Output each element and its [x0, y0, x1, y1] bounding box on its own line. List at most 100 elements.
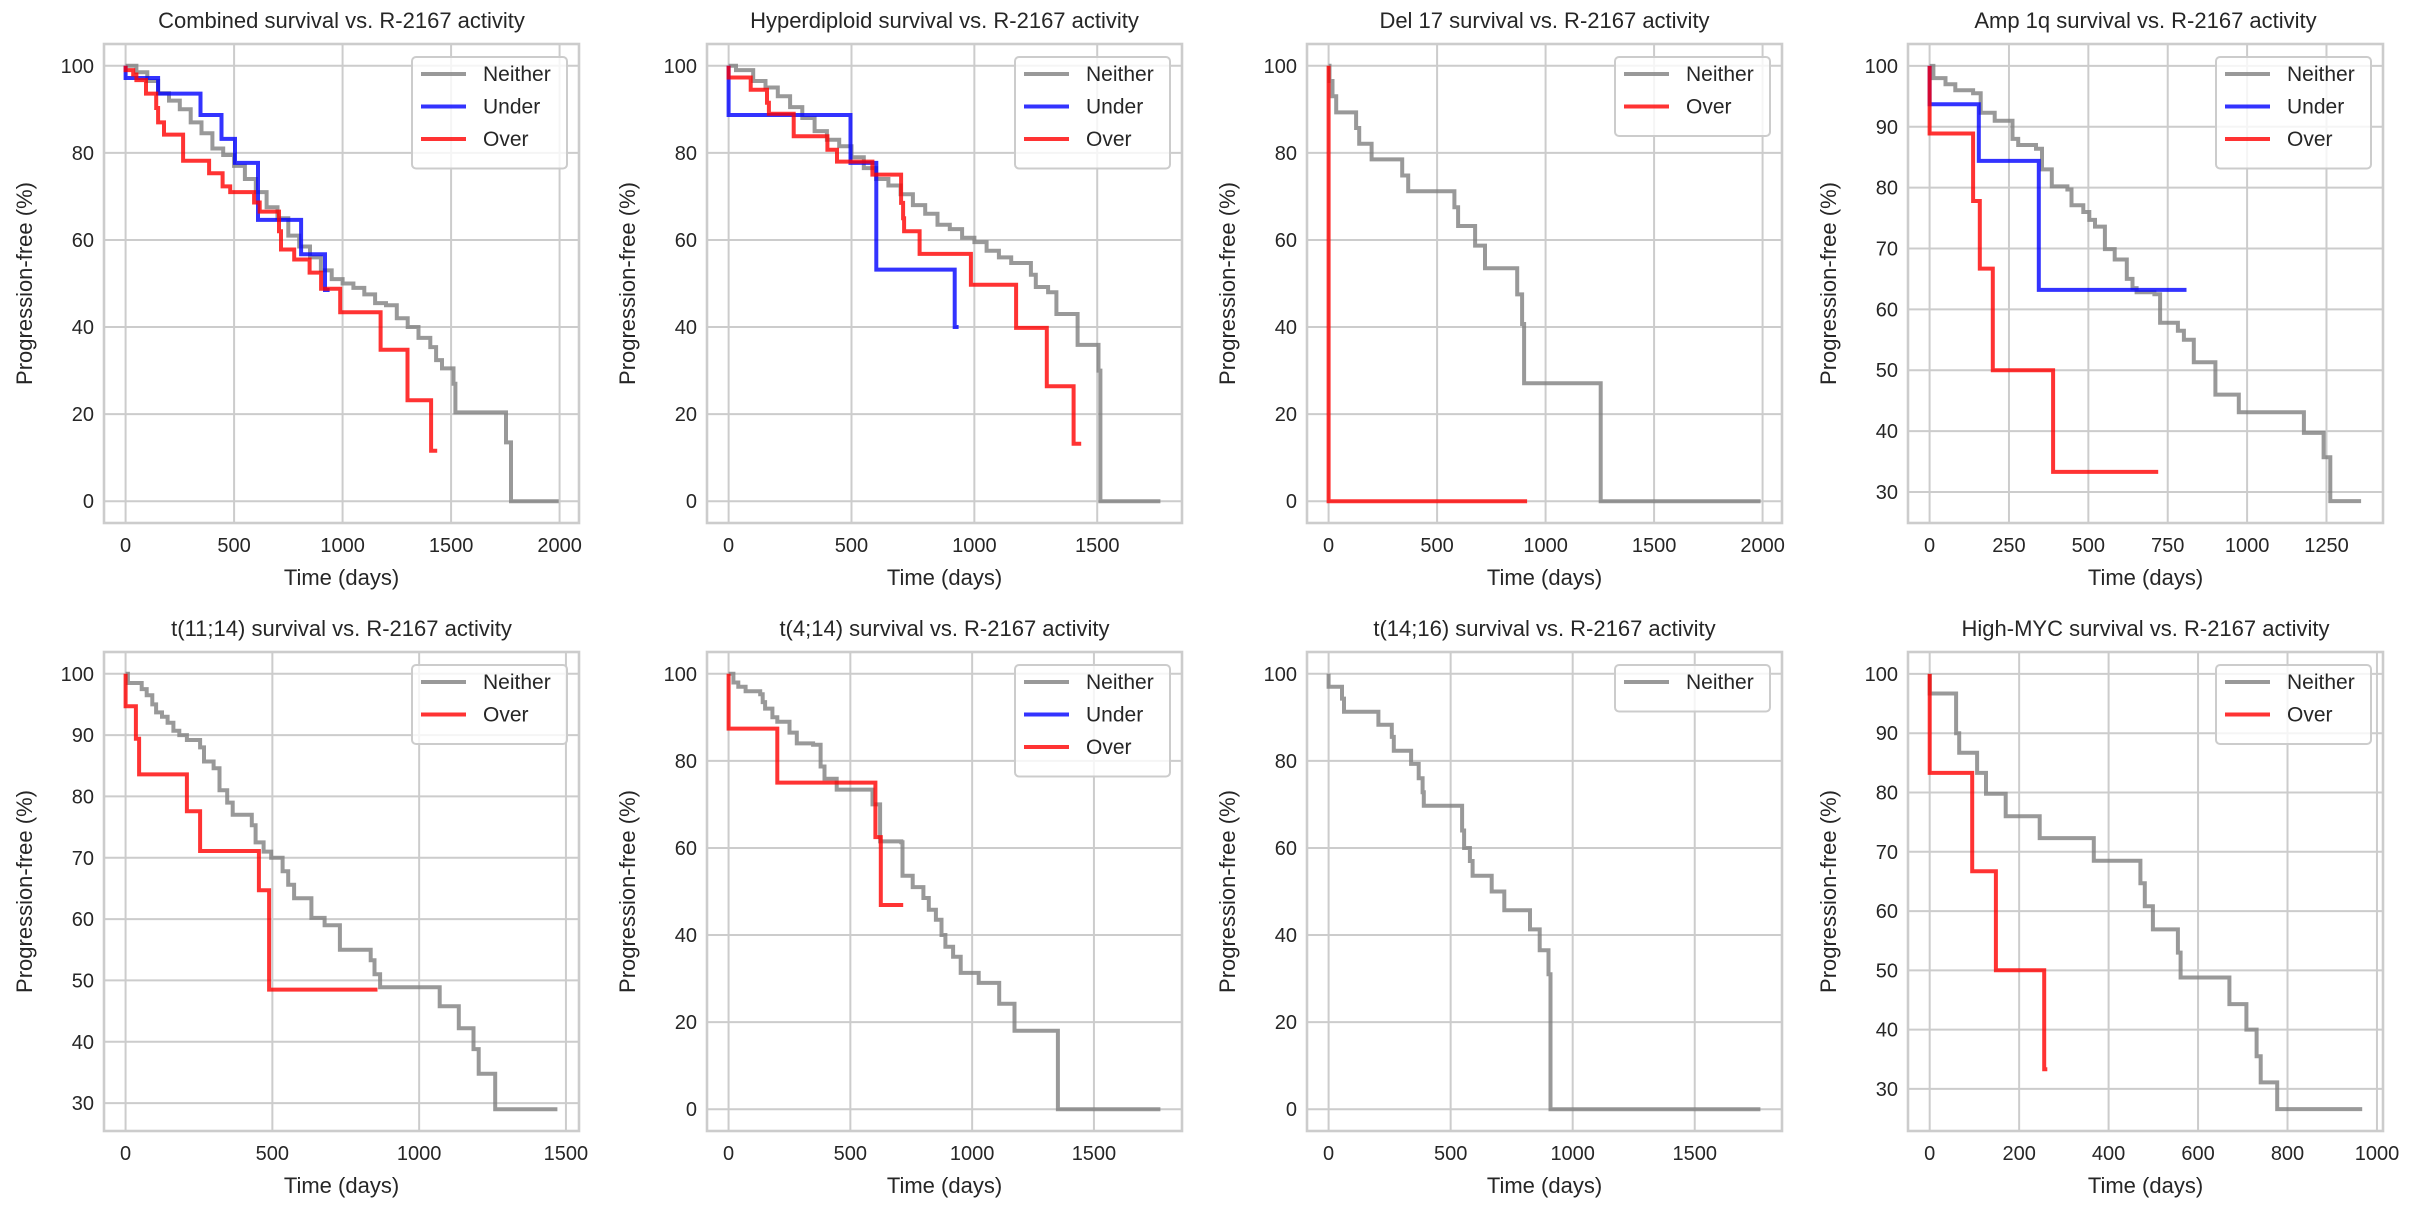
y-tick-label: 100 — [1264, 664, 1297, 686]
y-axis-label: Progression-free (%) — [615, 182, 640, 385]
x-tick-label: 1000 — [2225, 535, 2270, 557]
y-tick-label: 80 — [72, 143, 94, 165]
x-tick-label: 0 — [1924, 1143, 1935, 1165]
chart-title: t(14;16) survival vs. R-2167 activity — [1373, 616, 1715, 641]
legend-label-neither: Neither — [1086, 63, 1154, 86]
y-tick-label: 40 — [1275, 317, 1297, 339]
legend-label-neither: Neither — [2287, 63, 2355, 86]
y-tick-label: 30 — [1876, 482, 1898, 504]
chart-panel-3: 0 500 1000 1500 2000 0 20 40 60 80 100 Del 17 survi… — [1215, 8, 1785, 590]
x-tick-label: 1000 — [952, 535, 997, 557]
y-tick-label: 60 — [1275, 838, 1297, 860]
series-line-neither — [1927, 673, 2363, 1112]
y-tick-label: 40 — [1275, 925, 1297, 947]
legend-label-under: Under — [1086, 96, 1143, 119]
y-tick-label: 70 — [1876, 239, 1898, 261]
y-tick-label: 70 — [1876, 842, 1898, 864]
x-tick-label: 500 — [1434, 1143, 1467, 1165]
y-tick-label: 20 — [675, 1012, 697, 1034]
legend-label-neither: Neither — [483, 63, 551, 86]
y-tick-label: 40 — [675, 925, 697, 947]
y-tick-label: 40 — [72, 317, 94, 339]
x-tick-label: 1500 — [1075, 535, 1120, 557]
x-tick-label: 500 — [2072, 535, 2105, 557]
legend-label-over: Over — [483, 128, 529, 151]
x-tick-label: 0 — [723, 1143, 734, 1165]
x-tick-label: 0 — [120, 1143, 131, 1165]
legend-label-neither: Neither — [1686, 671, 1754, 694]
y-tick-label: 60 — [1876, 299, 1898, 321]
y-tick-label: 100 — [1865, 56, 1898, 78]
chart-panel-2: 0 500 1000 1500 0 20 40 60 80 100 Hyperdiploid sur… — [615, 8, 1184, 590]
x-tick-label: 750 — [2151, 535, 2184, 557]
series-line-neither — [728, 63, 1161, 504]
y-tick-label: 60 — [72, 909, 94, 931]
x-tick-label: 1500 — [544, 1143, 589, 1165]
series-line-neither — [125, 671, 558, 1112]
y-tick-label: 60 — [1876, 901, 1898, 923]
series-line-neither — [1326, 673, 1761, 1112]
legend-label-under: Under — [483, 96, 540, 119]
chart-panel-6: 0 500 1000 1500 0 20 40 60 80 100 t(4;14) survival… — [615, 616, 1184, 1198]
y-tick-label: 80 — [1876, 782, 1898, 804]
series-line-over — [123, 673, 378, 992]
x-tick-label: 1000 — [397, 1143, 442, 1165]
y-tick-label: 100 — [664, 56, 697, 78]
y-tick-label: 50 — [1876, 360, 1898, 382]
x-axis-label: Time (days) — [2088, 1173, 2203, 1198]
y-tick-label: 80 — [1876, 178, 1898, 200]
x-tick-label: 1000 — [950, 1143, 995, 1165]
x-tick-label: 1000 — [2355, 1143, 2400, 1165]
y-tick-label: 90 — [1876, 723, 1898, 745]
x-tick-label: 0 — [1323, 535, 1334, 557]
legend-label-over: Over — [2287, 128, 2333, 151]
chart-title: Amp 1q survival vs. R-2167 activity — [1974, 8, 2316, 33]
y-tick-label: 40 — [1876, 421, 1898, 443]
x-tick-label: 2000 — [537, 535, 582, 557]
legend: Neither — [1614, 664, 1771, 713]
legend: Neither Over — [411, 664, 568, 745]
x-tick-label: 1500 — [429, 535, 474, 557]
legend-label-over: Over — [1686, 96, 1732, 119]
chart-title: Hyperdiploid survival vs. R-2167 activit… — [750, 8, 1139, 33]
y-tick-label: 40 — [1876, 1020, 1898, 1042]
x-tick-label: 1000 — [320, 535, 365, 557]
y-tick-label: 80 — [72, 786, 94, 808]
y-tick-label: 30 — [72, 1093, 94, 1115]
x-tick-label: 500 — [1420, 535, 1453, 557]
series-line-over — [726, 65, 1082, 446]
y-tick-label: 0 — [1286, 491, 1297, 513]
legend-label-neither: Neither — [483, 671, 551, 694]
x-tick-label: 1250 — [2304, 535, 2349, 557]
y-tick-label: 90 — [72, 725, 94, 747]
chart-title: t(11;14) survival vs. R-2167 activity — [171, 616, 512, 641]
series-line-neither — [1327, 63, 1761, 504]
y-tick-label: 100 — [1865, 664, 1898, 686]
y-tick-label: 90 — [1876, 117, 1898, 139]
y-tick-label: 70 — [72, 848, 94, 870]
series-line-over — [1326, 65, 1528, 504]
y-axis-label: Progression-free (%) — [615, 790, 640, 993]
y-tick-label: 80 — [1275, 751, 1297, 773]
y-axis-label: Progression-free (%) — [1816, 182, 1841, 385]
x-tick-label: 250 — [1992, 535, 2025, 557]
legend-box — [2215, 664, 2372, 745]
x-tick-label: 0 — [1323, 1143, 1334, 1165]
x-tick-label: 500 — [256, 1143, 289, 1165]
y-tick-label: 80 — [1275, 143, 1297, 165]
legend-box — [1614, 56, 1771, 137]
y-tick-label: 60 — [675, 230, 697, 252]
x-tick-label: 1000 — [1550, 1143, 1595, 1165]
x-tick-label: 600 — [2181, 1143, 2214, 1165]
x-tick-label: 1500 — [1632, 535, 1677, 557]
x-tick-label: 0 — [723, 535, 734, 557]
y-axis-label: Progression-free (%) — [12, 182, 37, 385]
y-tick-label: 60 — [675, 838, 697, 860]
chart-title: Del 17 survival vs. R-2167 activity — [1379, 8, 1709, 33]
x-axis-label: Time (days) — [284, 565, 399, 590]
series-line-neither — [1929, 63, 2362, 504]
x-tick-label: 0 — [120, 535, 131, 557]
legend: Neither Under Over — [2215, 56, 2372, 170]
chart-panel-5: 0 500 1000 1500 30 40 50 60 70 80 90 100 t(11;14) su… — [12, 616, 588, 1198]
x-tick-label: 500 — [834, 1143, 867, 1165]
